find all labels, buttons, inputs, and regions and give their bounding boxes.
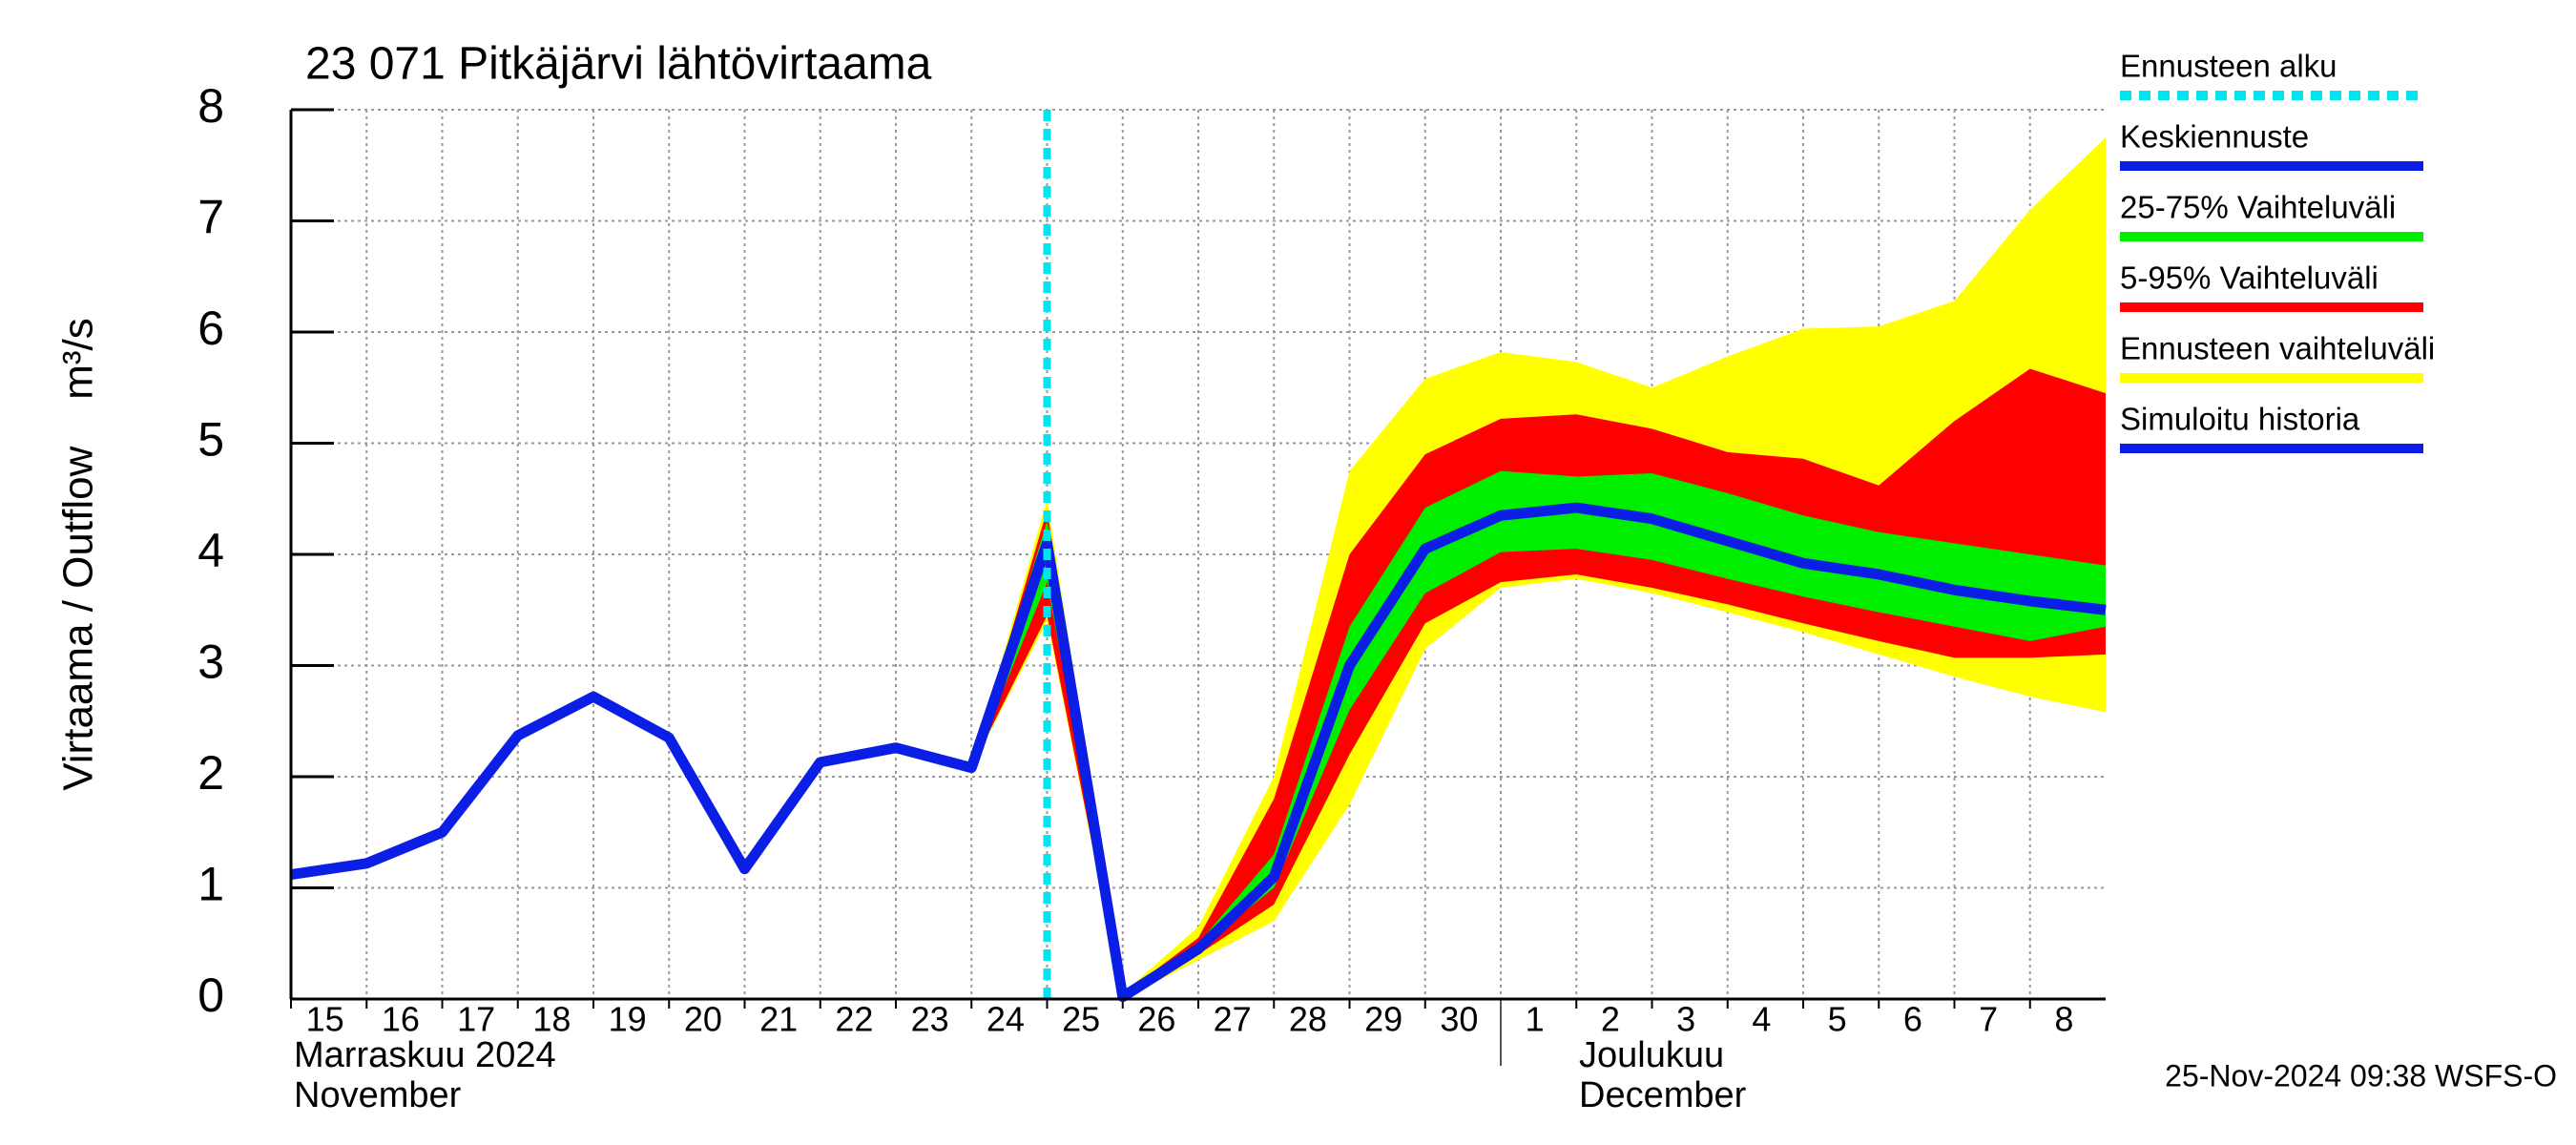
x-tick-label: 17 [457, 1000, 495, 1039]
x-tick-label: 18 [532, 1000, 571, 1039]
legend-label: 5-95% Vaihteluväli [2120, 260, 2379, 296]
x-tick-label: 1 [1526, 1000, 1545, 1039]
x-tick-label: 16 [382, 1000, 420, 1039]
y-tick-label: 3 [197, 635, 224, 689]
legend-label: Ennusteen alku [2120, 49, 2337, 84]
x-tick-label: 2 [1601, 1000, 1620, 1039]
x-tick-label: 3 [1676, 1000, 1695, 1039]
x-tick-label: 5 [1828, 1000, 1847, 1039]
line [290, 541, 1052, 880]
x-tick-label: 4 [1752, 1000, 1771, 1039]
line [966, 502, 2107, 1003]
x-tick-label: 6 [1903, 1000, 1922, 1039]
month-label: Marraskuu 2024 [294, 1035, 556, 1075]
x-tick-label: 30 [1440, 1000, 1478, 1039]
x-tick-label: 27 [1214, 1000, 1252, 1039]
y-tick-label: 6 [197, 302, 224, 355]
x-tick-label: 15 [306, 1000, 344, 1039]
x-tick-label: 7 [1979, 1000, 1998, 1039]
y-axis-label: Virtaama / Outflow m³/s [55, 318, 102, 791]
x-tick-label: 23 [911, 1000, 949, 1039]
y-tick-label: 5 [197, 413, 224, 467]
y-tick-label: 2 [197, 746, 224, 800]
month-label: November [294, 1075, 462, 1115]
month-label: December [1579, 1075, 1747, 1115]
x-tick-label: 19 [609, 1000, 647, 1039]
legend-label: Simuloitu historia [2120, 402, 2360, 437]
x-tick-label: 26 [1137, 1000, 1175, 1039]
x-tick-label: 25 [1062, 1000, 1100, 1039]
legend-label: Ennusteen vaihteluväli [2120, 331, 2435, 366]
x-tick-label: 22 [835, 1000, 873, 1039]
x-tick-label: 8 [2054, 1000, 2073, 1039]
y-tick-label: 0 [197, 968, 224, 1022]
band [971, 470, 2106, 998]
band [971, 368, 2106, 999]
x-tick-label: 21 [759, 1000, 798, 1039]
y-tick-label: 7 [197, 191, 224, 244]
x-tick-label: 24 [987, 1000, 1025, 1039]
x-tick-label: 28 [1289, 1000, 1327, 1039]
x-tick-label: 29 [1364, 1000, 1402, 1039]
y-tick-label: 8 [197, 79, 224, 133]
x-tick-label: 20 [684, 1000, 722, 1039]
chart-title: 23 071 Pitkäjärvi lähtövirtaama [305, 39, 932, 90]
footer: 25-Nov-2024 09:38 WSFS-O [2165, 1058, 2557, 1093]
y-tick-label: 4 [197, 524, 224, 577]
legend-label: Keskiennuste [2120, 119, 2309, 155]
y-tick-label: 1 [197, 858, 224, 911]
legend-label: 25-75% Vaihteluväli [2120, 190, 2396, 225]
month-label: Joulukuu [1579, 1035, 1724, 1075]
